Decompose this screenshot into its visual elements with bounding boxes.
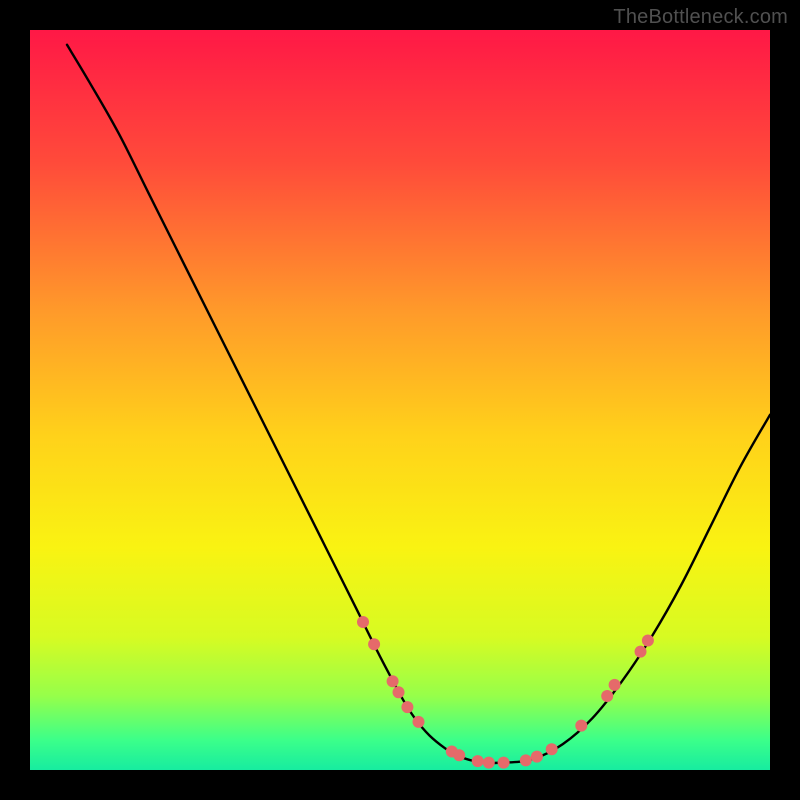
data-marker [472, 755, 484, 767]
data-marker [387, 675, 399, 687]
watermark-text: TheBottleneck.com [613, 6, 788, 29]
data-marker [601, 690, 613, 702]
data-marker [609, 679, 621, 691]
data-markers [357, 616, 654, 769]
data-marker [498, 757, 510, 769]
data-marker [531, 751, 543, 763]
data-marker [575, 720, 587, 732]
data-marker [520, 754, 532, 766]
data-marker [635, 646, 647, 658]
data-marker [393, 686, 405, 698]
data-marker [401, 701, 413, 713]
data-marker [453, 749, 465, 761]
chart-overlay [30, 30, 770, 770]
data-marker [546, 743, 558, 755]
plot-area [30, 30, 770, 770]
data-marker [368, 638, 380, 650]
bottleneck-curve [67, 45, 770, 763]
data-marker [483, 757, 495, 769]
data-marker [413, 716, 425, 728]
data-marker [357, 616, 369, 628]
data-marker [642, 635, 654, 647]
